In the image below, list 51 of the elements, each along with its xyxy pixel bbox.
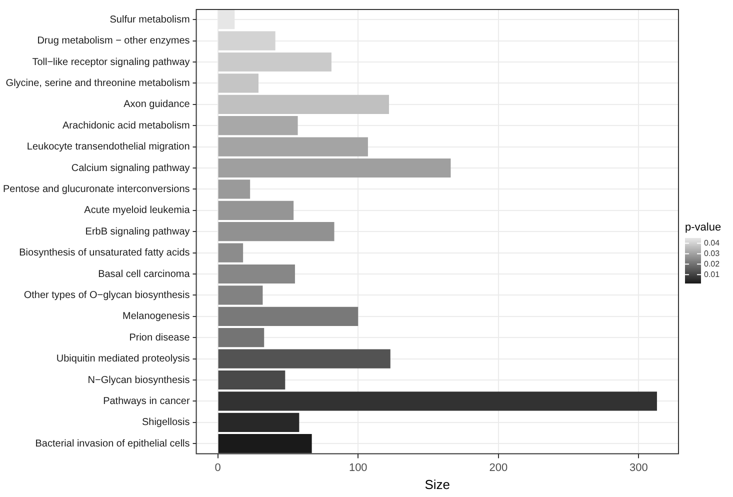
x-tick-label: 300 xyxy=(630,462,648,474)
y-tick-label: Arachidonic acid metabolism xyxy=(62,120,190,132)
bar xyxy=(218,264,295,284)
y-tick-label: Axon guidance xyxy=(124,99,190,110)
y-tick-label: Toll−like receptor signaling pathway xyxy=(32,56,190,68)
bar xyxy=(218,328,264,348)
bar xyxy=(218,392,657,411)
y-tick-label: Basal cell carcinoma xyxy=(98,268,190,280)
x-tick-label: 200 xyxy=(489,462,508,474)
y-tick-label: Melanogenesis xyxy=(122,311,190,322)
x-tick-label: 100 xyxy=(348,462,368,474)
bar xyxy=(218,137,368,156)
y-tick-label: Shigellosis xyxy=(142,417,190,428)
y-tick-label: Sulfur metabolism xyxy=(110,14,190,26)
bar xyxy=(218,306,358,326)
y-tick-label: N−Glycan biosynthesis xyxy=(88,374,190,386)
y-tick-label: Acute myeloid leukemia xyxy=(84,205,190,216)
color-bar-label: 0.03 xyxy=(704,248,720,258)
bar xyxy=(218,349,390,368)
y-tick-label: Pentose and glucuronate interconversions xyxy=(2,184,190,195)
bar xyxy=(218,222,334,242)
bar xyxy=(218,286,263,305)
y-tick-label: Bacterial invasion of epithelial cells xyxy=(35,438,190,450)
y-tick-label: Calcium signaling pathway xyxy=(71,162,190,174)
color-bar-label: 0.01 xyxy=(704,270,720,279)
y-tick-label: Drug metabolism − other enzymes xyxy=(37,36,190,47)
bar xyxy=(218,116,298,136)
bar xyxy=(218,412,300,432)
bar xyxy=(218,200,294,220)
color-bar-title: p-value xyxy=(685,222,722,234)
y-tick-label: Leukocyte transendothelial migration xyxy=(26,142,190,153)
x-tick-label: 0 xyxy=(214,462,221,474)
y-tick-label: Pathways in cancer xyxy=(103,396,190,407)
bar xyxy=(218,370,286,390)
color-bar-label: 0.04 xyxy=(704,238,720,248)
y-tick-label: Ubiquitin mediated proteolysis xyxy=(56,354,190,365)
color-bar-label: 0.02 xyxy=(704,259,720,268)
y-tick-label: Glycine, serine and threonine metabolism xyxy=(6,78,190,89)
bar xyxy=(218,243,244,262)
bar xyxy=(218,94,389,114)
bar xyxy=(218,180,250,199)
bar xyxy=(218,52,332,72)
y-tick-label: Prion disease xyxy=(129,332,190,344)
bar xyxy=(218,434,312,454)
x-axis-title: Size xyxy=(424,476,450,492)
y-tick-label: Biosynthesis of unsaturated fatty acids xyxy=(19,248,190,259)
y-tick-label: Other types of O−glycan biosynthesis xyxy=(24,290,190,301)
bar xyxy=(218,158,451,178)
bar xyxy=(218,74,259,93)
bar xyxy=(218,31,276,50)
y-tick-label: ErbB signaling pathway xyxy=(85,226,190,238)
